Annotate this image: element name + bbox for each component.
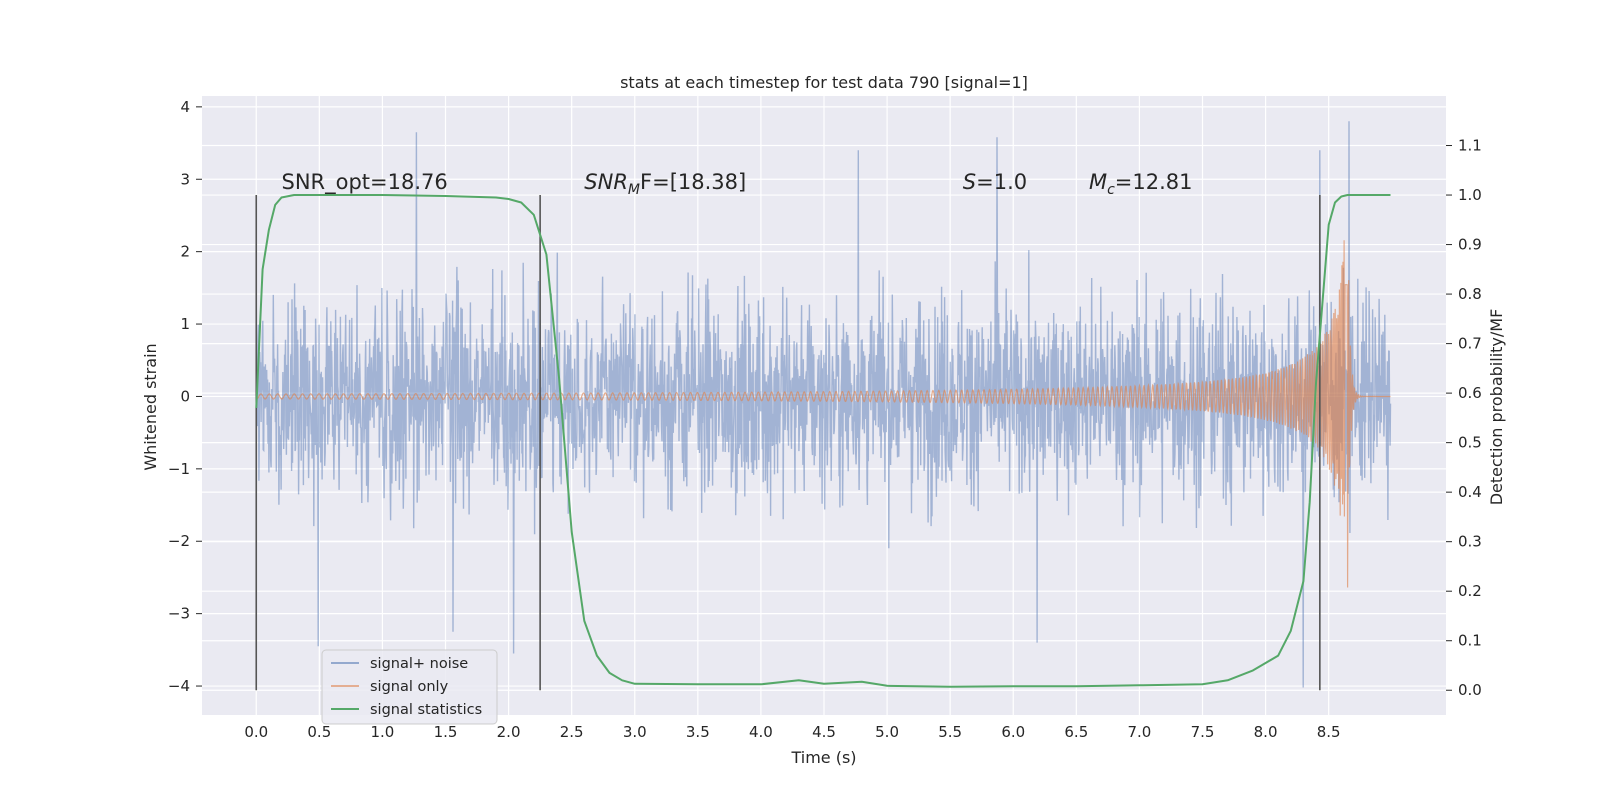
x-tick-label: 1.0 — [370, 723, 394, 741]
x-tick-label: 7.0 — [1127, 723, 1151, 741]
y-left-tick-label: 4 — [180, 98, 190, 116]
y-right-tick-label: 1.0 — [1458, 186, 1482, 204]
annotation-snr_mf: SNRMF=[18.38] — [584, 170, 746, 198]
x-tick-label: 3.0 — [623, 723, 647, 741]
y-right-tick-label: 0.1 — [1458, 632, 1482, 650]
y-right-tick-label: 0.8 — [1458, 285, 1482, 303]
y-left-tick-label: −1 — [168, 460, 190, 478]
x-tick-label: 8.0 — [1254, 723, 1278, 741]
y-left-axis-ticks: −4 −3 −2 −1 0 1 2 3 4 — [168, 98, 202, 695]
y-right-tick-label: 1.1 — [1458, 137, 1482, 155]
x-tick-label: 6.5 — [1064, 723, 1088, 741]
signal-only-line — [256, 240, 1391, 588]
x-tick-label: 2.0 — [497, 723, 521, 741]
series-signal-noise — [255, 121, 1392, 688]
y-right-axis-label: Detection probability/MF — [1487, 309, 1506, 506]
x-axis-label: Time (s) — [790, 748, 856, 767]
y-right-tick-label: 0.0 — [1458, 681, 1482, 699]
signal-noise-line — [255, 121, 1392, 688]
legend: signal+ noise signal only signal statist… — [321, 649, 498, 725]
annotation-mc: Mc=12.81 — [1089, 170, 1193, 198]
y-left-tick-label: −4 — [168, 677, 190, 695]
legend-label-signal-noise: signal+ noise — [370, 656, 468, 672]
y-left-tick-label: 3 — [180, 170, 190, 188]
x-tick-label: 4.0 — [749, 723, 773, 741]
event-markers — [255, 195, 1321, 691]
y-right-tick-label: 0.5 — [1458, 434, 1482, 452]
x-tick-label: 4.5 — [812, 723, 836, 741]
x-tick-label: 2.5 — [560, 723, 584, 741]
legend-label-signal-statistics: signal statistics — [370, 702, 482, 718]
y-left-tick-label: −2 — [168, 532, 190, 550]
x-tick-label: 7.5 — [1191, 723, 1215, 741]
y-left-tick-label: 2 — [180, 243, 190, 261]
annotation-s: S=1.0 — [963, 170, 1027, 194]
y-left-tick-label: −3 — [168, 605, 190, 623]
x-tick-label: 3.5 — [686, 723, 710, 741]
series-signal-statistics — [255, 194, 1391, 688]
signal-statistics-line — [255, 194, 1391, 688]
legend-frame — [321, 649, 498, 725]
y-right-tick-label: 0.4 — [1458, 483, 1482, 501]
y-left-tick-label: 1 — [180, 315, 190, 333]
y-right-tick-label: 0.6 — [1458, 384, 1482, 402]
y-right-tick-label: 0.9 — [1458, 236, 1482, 254]
y-right-tick-label: 0.3 — [1458, 533, 1482, 551]
x-tick-label: 8.5 — [1317, 723, 1341, 741]
y-right-tick-label: 0.2 — [1458, 582, 1482, 600]
x-tick-label: 5.5 — [938, 723, 962, 741]
y-right-axis-ticks: 0.0 0.1 0.2 0.3 0.4 0.5 0.6 0.7 0.8 0.9 1.0 1.1 — [1446, 137, 1482, 699]
x-tick-label: 6.0 — [1001, 723, 1025, 741]
y-left-tick-label: 0 — [180, 387, 190, 405]
annotations: SNR_opt=18.76 SNRMF=[18.38] S=1.0 Mc=12.81 — [281, 170, 1192, 198]
y-left-axis-label: Whitened strain — [141, 343, 160, 470]
annotation-snr_opt: SNR_opt=18.76 — [281, 170, 447, 195]
x-axis-ticks: 0.0 0.5 1.0 1.5 2.0 2.5 3.0 3.5 4.0 4.5 5.0 5.5 6.0 6… — [244, 723, 1340, 741]
x-tick-label: 1.5 — [434, 723, 458, 741]
x-tick-label: 5.0 — [875, 723, 899, 741]
series-signal-only — [256, 240, 1391, 588]
x-tick-label: 0.5 — [307, 723, 331, 741]
chart-title: stats at each timestep for test data 790… — [620, 73, 1028, 92]
y-right-tick-label: 0.7 — [1458, 335, 1482, 353]
legend-label-signal-only: signal only — [370, 679, 449, 695]
x-tick-label: 0.0 — [244, 723, 268, 741]
